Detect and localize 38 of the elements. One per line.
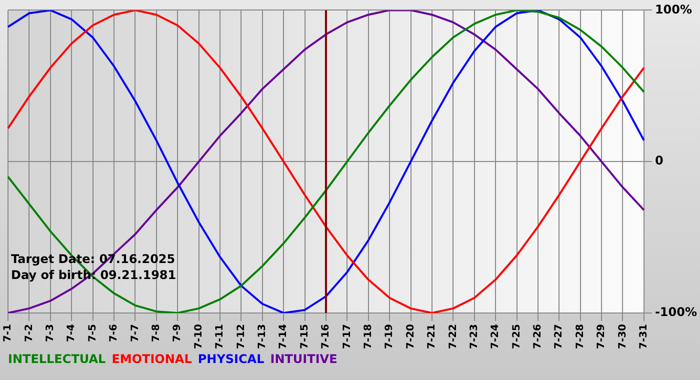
text: EMOTIONAL <box>112 352 192 366</box>
x-tick-label: 7-13 <box>256 324 268 350</box>
x-tick-label: 7-21 <box>426 324 438 350</box>
x-tick-label: 7-29 <box>596 324 608 350</box>
x-tick-label: 7-2 <box>24 324 35 342</box>
x-tick-label: 7-7 <box>130 324 141 342</box>
x-tick-label: 7-19 <box>384 324 396 350</box>
x-tick-label: 7-30 <box>617 324 628 350</box>
x-tick-label: 7-26 <box>532 324 544 350</box>
x-tick-label: 7-16 <box>320 324 332 350</box>
x-tick-label: 7-5 <box>87 324 98 342</box>
text: INTELLECTUAL <box>8 352 106 366</box>
x-tick-label: 7-18 <box>362 324 374 350</box>
x-tick-label: 7-28 <box>574 324 586 350</box>
y-tick-label: 100% <box>654 2 692 16</box>
x-tick-label: 7-9 <box>172 324 184 342</box>
x-tick-label: 7-1 <box>2 324 14 342</box>
x-tick-label: 7-4 <box>66 324 78 342</box>
x-tick-label: 7-27 <box>554 324 565 350</box>
x-tick-label: 7-3 <box>44 324 56 342</box>
y-tick-label: 0 <box>654 154 664 168</box>
x-tick-label: 7-20 <box>405 324 416 350</box>
x-tick-label: 7-23 <box>468 324 480 350</box>
x-tick-label: 7-6 <box>108 324 120 342</box>
x-tick-label: 7-24 <box>490 324 502 350</box>
x-tick-label: 7-12 <box>236 324 247 350</box>
x-tick-label: 7-8 <box>150 324 162 342</box>
x-tick-label: 7-15 <box>299 324 310 350</box>
x-tick-label: 7-31 <box>638 324 650 350</box>
text: PHYSICAL <box>198 352 264 366</box>
x-tick-label: 7-17 <box>342 324 353 350</box>
y-tick-label: -100% <box>654 305 698 320</box>
x-tick-label: 7-14 <box>278 324 290 350</box>
x-tick-label: 7-25 <box>511 324 522 350</box>
x-tick-label: 7-11 <box>214 324 226 350</box>
x-tick-label: 7-22 <box>448 324 459 350</box>
x-tick-label: 7-10 <box>193 324 204 350</box>
text: INTUITIVE <box>270 352 338 366</box>
